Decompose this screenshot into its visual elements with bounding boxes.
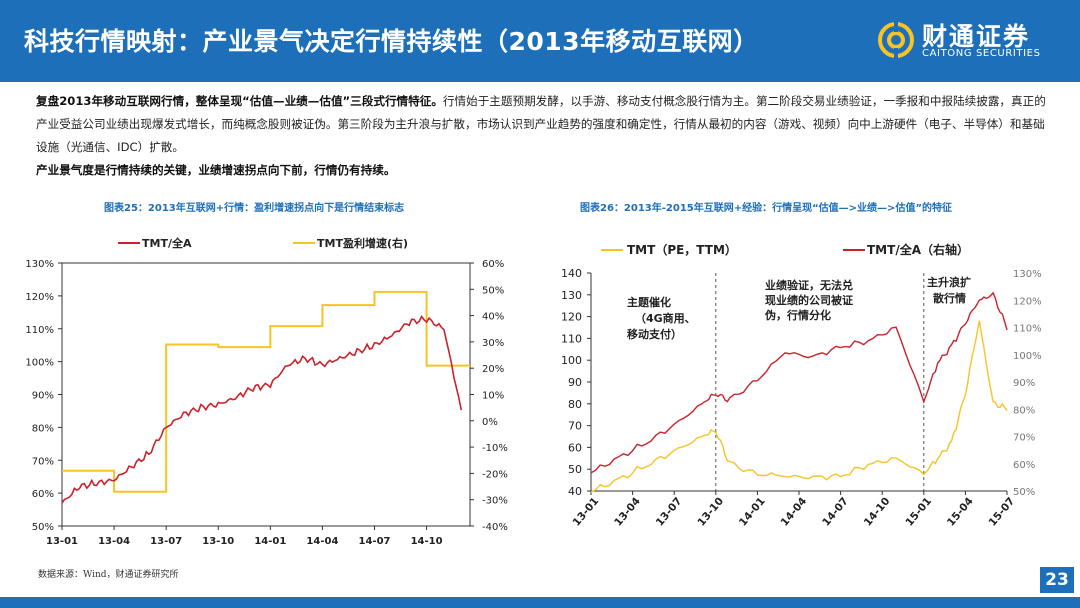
- chart1-x-label: 13-01: [46, 536, 78, 547]
- chart1-y-left-label: 110%: [25, 325, 54, 336]
- chart1-y-left-label: 80%: [32, 423, 54, 434]
- chart1-x-label: 14-01: [254, 536, 286, 547]
- chart1-y-left-label: 90%: [32, 391, 54, 402]
- chart1-y-left-label: 50%: [32, 522, 54, 533]
- chart2-y-left-label: 90: [568, 376, 582, 389]
- annotation-earnings-verify: 业绩验证，无法兑现业绩的公司被证伪，行情分化: [764, 278, 853, 322]
- logo: 财通证券 CAITONG SECURITIES: [876, 16, 1056, 66]
- chart2-y-left-label: 140: [561, 267, 582, 280]
- chart2: TMT（PE，TTM） TMT/全A（右轴） 140 130 120 110 100 90…: [561, 242, 1042, 529]
- chart1-x-label: 13-04: [98, 536, 130, 547]
- chart1-y-right-label: 50%: [482, 285, 504, 296]
- chart2-y-left-label: 110: [561, 332, 582, 345]
- intro-paragraph-1: 复盘2013年移动互联网行情，整体呈现“估值—业绩—估值”三段式行情特征。行情始…: [36, 90, 1046, 159]
- chart1-y-right-label: -20%: [482, 469, 508, 480]
- intro-p1-rest: 行情始于主题预期发酵，以手游、移动支付概念股行情为主。第二阶段交易业绩验证，一季…: [36, 94, 1046, 154]
- chart2-y-left-label: 40: [568, 485, 582, 498]
- intro-text: 复盘2013年移动互联网行情，整体呈现“估值—业绩—估值”三段式行情特征。行情始…: [36, 90, 1046, 182]
- chart2-y-left-label: 70: [568, 420, 582, 433]
- chart1-plot-frame: [61, 262, 471, 527]
- chart2-title: 图表26：2013年-2015年互联网+经验：行情呈现“估值—>业绩—>估值”的…: [580, 203, 953, 214]
- chart2-y-right-label: 130%: [1013, 269, 1042, 280]
- chart2-y-right-label: 60%: [1013, 460, 1035, 471]
- chart1-y-right-label: 20%: [482, 364, 504, 375]
- chart1-x-label: 13-10: [202, 536, 234, 547]
- intro-p2-bold: 产业景气度是行情持续的关键，业绩增速拐点向下前，行情仍有持续。: [36, 163, 396, 177]
- chart2-x-label: 14-04: [779, 495, 810, 528]
- chart1-y-left-label: 60%: [32, 489, 54, 500]
- chart2-legend-label-1: TMT（PE，TTM）: [627, 242, 737, 257]
- chart2-x-label: 13-07: [654, 495, 685, 528]
- chart2-y-right-label: 110%: [1013, 324, 1042, 335]
- chart1-y-right-label: -10%: [482, 443, 508, 454]
- chart1-y-right-label: -40%: [482, 522, 508, 533]
- chart2-x-label: 13-10: [695, 495, 726, 528]
- chart1-y-left-label: 130%: [25, 259, 54, 270]
- chart1: TMT/全A TMT盈利增速(右) 130% 120% 110% 100% 90% 80%…: [25, 236, 508, 547]
- annotation-main-wave: 主升浪扩散行情: [927, 275, 971, 305]
- chart2-x-label: 14-07: [820, 495, 851, 528]
- logo-text-en: CAITONG SECURITIES: [922, 48, 1041, 59]
- header-bar: 科技行情映射：产业景气决定行情持续性（2013年移动互联网） 财通证券 CAIT…: [0, 0, 1080, 82]
- chart1-legend: TMT/全A TMT盈利增速(右): [118, 236, 408, 250]
- chart2-y-right-label: 70%: [1013, 433, 1035, 444]
- chart2-annotations: 主题催化（4G商用、移动支付） 业绩验证，无法兑现业绩的公司被证伪，行情分化 主…: [627, 275, 971, 341]
- chart2-x-label: 15-07: [987, 495, 1018, 528]
- chart2-x-label: 14-10: [862, 495, 893, 528]
- page-number: 23: [1040, 567, 1074, 593]
- chart2-y-right-label: 100%: [1013, 351, 1042, 362]
- logo-text-cn: 财通证券: [922, 22, 1031, 51]
- chart1-legend-label-2: TMT盈利增速(右): [317, 236, 408, 250]
- chart2-x-label: 13-04: [612, 495, 643, 528]
- chart2-y-left-label: 130: [561, 289, 582, 302]
- chart1-y-right-label: 10%: [482, 391, 504, 402]
- page-title: 科技行情映射：产业景气决定行情持续性（2013年移动互联网）: [24, 27, 759, 56]
- chart1-title: 图表25：2013年互联网+行情：盈利增速拐点向下是行情结束标志: [104, 203, 405, 214]
- chart1-y-right-label: 40%: [482, 312, 504, 323]
- chart1-y-left-label: 70%: [32, 456, 54, 467]
- chart1-series-gold-line: [62, 290, 470, 493]
- chart1-y-left-label: 100%: [25, 358, 54, 369]
- chart2-series-red-line: [590, 291, 1008, 474]
- bottom-bar: [0, 597, 1080, 608]
- intro-p1-bold: 复盘2013年移动互联网行情，整体呈现“估值—业绩—估值”三段式行情特征。: [36, 94, 443, 108]
- chart2-x-label: 13-01: [571, 495, 602, 528]
- chart2-y-left-label: 60: [568, 441, 582, 454]
- chart1-y-right-label: 30%: [482, 338, 504, 349]
- chart1-x-label: 14-10: [411, 536, 443, 547]
- intro-paragraph-2: 产业景气度是行情持续的关键，业绩增速拐点向下前，行情仍有持续。: [36, 159, 1046, 182]
- chart2-x-label: 15-01: [903, 495, 934, 528]
- chart2-y-left-label: 100: [561, 354, 582, 367]
- chart2-y-right-label: 120%: [1013, 296, 1042, 307]
- chart1-y-left-label: 120%: [25, 292, 54, 303]
- chart2-y-left-label: 80: [568, 398, 582, 411]
- chart2-x-label: 14-01: [737, 495, 768, 528]
- chart2-x-label: 15-04: [945, 495, 976, 528]
- chart2-series-gold-line: [590, 320, 1008, 493]
- chart2-legend-label-2: TMT/全A（右轴）: [867, 242, 969, 257]
- annotation-theme-catalyst: 主题催化（4G商用、移动支付）: [627, 295, 696, 341]
- chart1-y-right-label: -30%: [482, 496, 508, 507]
- chart1-series-red-line: [61, 314, 463, 504]
- chart1-y-right-label: 0%: [482, 417, 498, 428]
- chart2-y-right-label: 50%: [1013, 487, 1035, 498]
- chart1-x-label: 13-07: [150, 536, 182, 547]
- chart2-y-right-label: 90%: [1013, 378, 1035, 389]
- chart1-legend-label-1: TMT/全A: [142, 236, 192, 250]
- chart1-x-label: 14-07: [359, 536, 391, 547]
- chart2-legend: TMT（PE，TTM） TMT/全A（右轴）: [601, 242, 969, 257]
- chart2-y-left-label: 50: [568, 463, 582, 476]
- chart1-x-label: 14-04: [306, 536, 338, 547]
- data-source: 数据来源：Wind，财通证券研究所: [38, 570, 179, 580]
- logo-icon: [878, 22, 914, 58]
- chart1-y-right-label: 60%: [482, 259, 504, 270]
- chart2-y-right-label: 80%: [1013, 405, 1035, 416]
- chart2-y-left-label: 120: [561, 311, 582, 324]
